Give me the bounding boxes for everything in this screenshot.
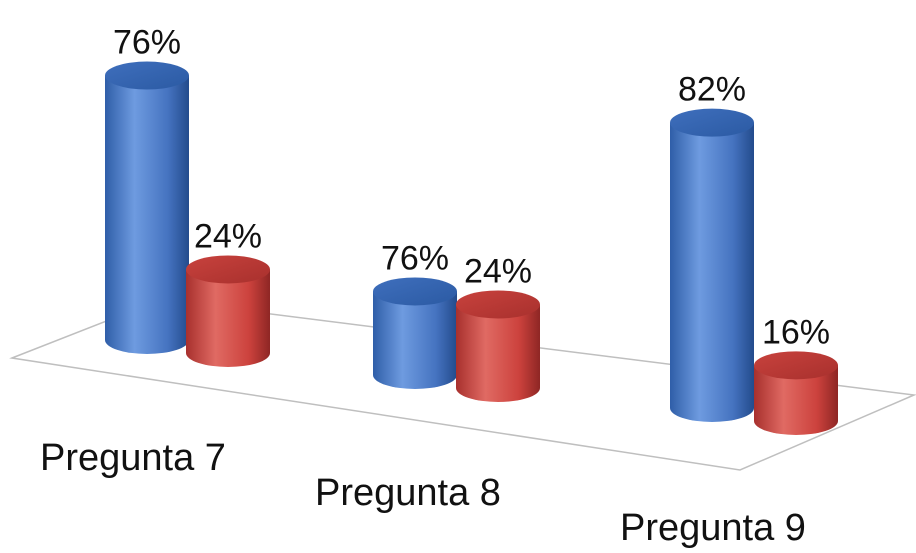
bar-s2-pregunta-7 <box>186 269 270 367</box>
bar-s2-pregunta-9 <box>754 365 838 435</box>
bar-top-cap <box>456 290 540 319</box>
category-label: Pregunta 8 <box>315 472 501 514</box>
bar-s1-pregunta-9 <box>670 122 754 422</box>
data-label: 24% <box>464 252 532 290</box>
category-label: Pregunta 9 <box>620 507 806 549</box>
category-label: Pregunta 7 <box>40 437 226 479</box>
data-label: 24% <box>194 217 262 255</box>
bar-s1-pregunta-7 <box>105 75 189 355</box>
data-label: 76% <box>381 239 449 277</box>
bar-s2-pregunta-8 <box>456 304 540 402</box>
bar-top-cap <box>373 277 457 306</box>
data-label: 76% <box>113 24 181 62</box>
bar-s1-pregunta-8 <box>373 291 457 389</box>
data-label: 16% <box>762 313 830 351</box>
data-label: 82% <box>678 71 746 109</box>
bars-group <box>105 61 838 435</box>
bar-top-cap <box>105 61 189 90</box>
bar-top-cap <box>670 108 754 137</box>
bar-top-cap <box>186 255 270 284</box>
labels-group: 76% 24% Pregunta 7 76% 24% Pregunta 8 82% 16% Pr… <box>40 24 830 549</box>
bar-top-cap <box>754 351 838 380</box>
